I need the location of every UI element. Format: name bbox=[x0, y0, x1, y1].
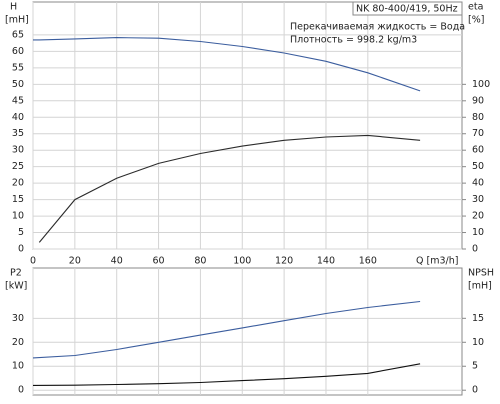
y-axis-unit: [mH] bbox=[5, 15, 29, 26]
x-tick-label: 20 bbox=[69, 256, 81, 267]
y-tick-label: 0 bbox=[18, 385, 24, 396]
y-tick-label: 65 bbox=[12, 29, 24, 40]
y-tick-label: 30 bbox=[12, 145, 24, 156]
y-tick-label: 25 bbox=[12, 161, 24, 172]
y2-axis-label: NPSH bbox=[468, 268, 494, 279]
y2-tick-label: 60 bbox=[472, 145, 484, 156]
y2-tick-label: 20 bbox=[472, 211, 484, 222]
y-tick-label: 30 bbox=[12, 313, 24, 324]
plot-area bbox=[32, 1, 463, 250]
x-tick-label: 40 bbox=[111, 256, 123, 267]
y-tick-label: 0 bbox=[18, 244, 24, 255]
y2-tick-label: 0 bbox=[472, 385, 478, 396]
y2-tick-label: 100 bbox=[472, 79, 490, 90]
y2-tick-label: 15 bbox=[472, 313, 484, 324]
x-tick-label: 80 bbox=[194, 256, 206, 267]
title-box bbox=[352, 1, 463, 16]
y2-tick-label: 80 bbox=[472, 112, 484, 123]
y-tick-label: 10 bbox=[12, 361, 24, 372]
x-tick-label: 0 bbox=[30, 256, 36, 267]
x-tick-label: 120 bbox=[275, 256, 293, 267]
y-tick-label: 10 bbox=[12, 211, 24, 222]
plot-area bbox=[32, 267, 463, 396]
series-line bbox=[32, 300, 421, 359]
y2-tick-label: 90 bbox=[472, 95, 484, 106]
y-tick-label: 20 bbox=[12, 337, 24, 348]
y-tick-label: 45 bbox=[12, 95, 24, 106]
series-line bbox=[33, 37, 421, 92]
y2-tick-label: 70 bbox=[472, 128, 484, 139]
y-tick-label: 15 bbox=[12, 194, 24, 205]
y-tick-label: 5 bbox=[18, 227, 24, 238]
y-tick-label: 55 bbox=[12, 62, 24, 73]
y-tick-label: 20 bbox=[12, 178, 24, 189]
y2-tick-label: 30 bbox=[472, 194, 484, 205]
chart-title: NK 80-400/419, 50Hz bbox=[356, 4, 458, 15]
annotation: Плотность = 998.2 kg/m3 bbox=[290, 35, 417, 46]
y2-tick-label: 5 bbox=[472, 361, 478, 372]
x-tick-label: 100 bbox=[233, 256, 251, 267]
x-axis-label: Q [m3/h] bbox=[416, 256, 458, 267]
y2-tick-label: 40 bbox=[472, 178, 484, 189]
y-axis-label: P2 bbox=[10, 268, 22, 279]
x-tick-label: 140 bbox=[317, 256, 335, 267]
series-line bbox=[38, 134, 421, 243]
y-tick-label: 60 bbox=[12, 46, 24, 57]
y2-axis-label: eta bbox=[468, 2, 483, 13]
y2-tick-label: 50 bbox=[472, 161, 484, 172]
x-tick-label: 60 bbox=[153, 256, 165, 267]
y2-tick-label: 10 bbox=[472, 337, 484, 348]
y2-tick-label: 10 bbox=[472, 227, 484, 238]
y-axis-label: H bbox=[10, 2, 17, 13]
x-tick-label: 160 bbox=[359, 256, 377, 267]
y-tick-label: 35 bbox=[12, 128, 24, 139]
y-axis-unit: [kW] bbox=[5, 281, 27, 292]
y2-axis-unit: [mH] bbox=[468, 281, 492, 292]
y-tick-label: 50 bbox=[12, 79, 24, 90]
y-tick-label: 40 bbox=[12, 112, 24, 123]
y2-tick-label: 0 bbox=[472, 244, 478, 255]
annotation: Перекачиваемая жидкость = Вода bbox=[290, 22, 465, 33]
y2-axis-unit: [%] bbox=[468, 15, 484, 26]
series-line bbox=[32, 363, 421, 386]
